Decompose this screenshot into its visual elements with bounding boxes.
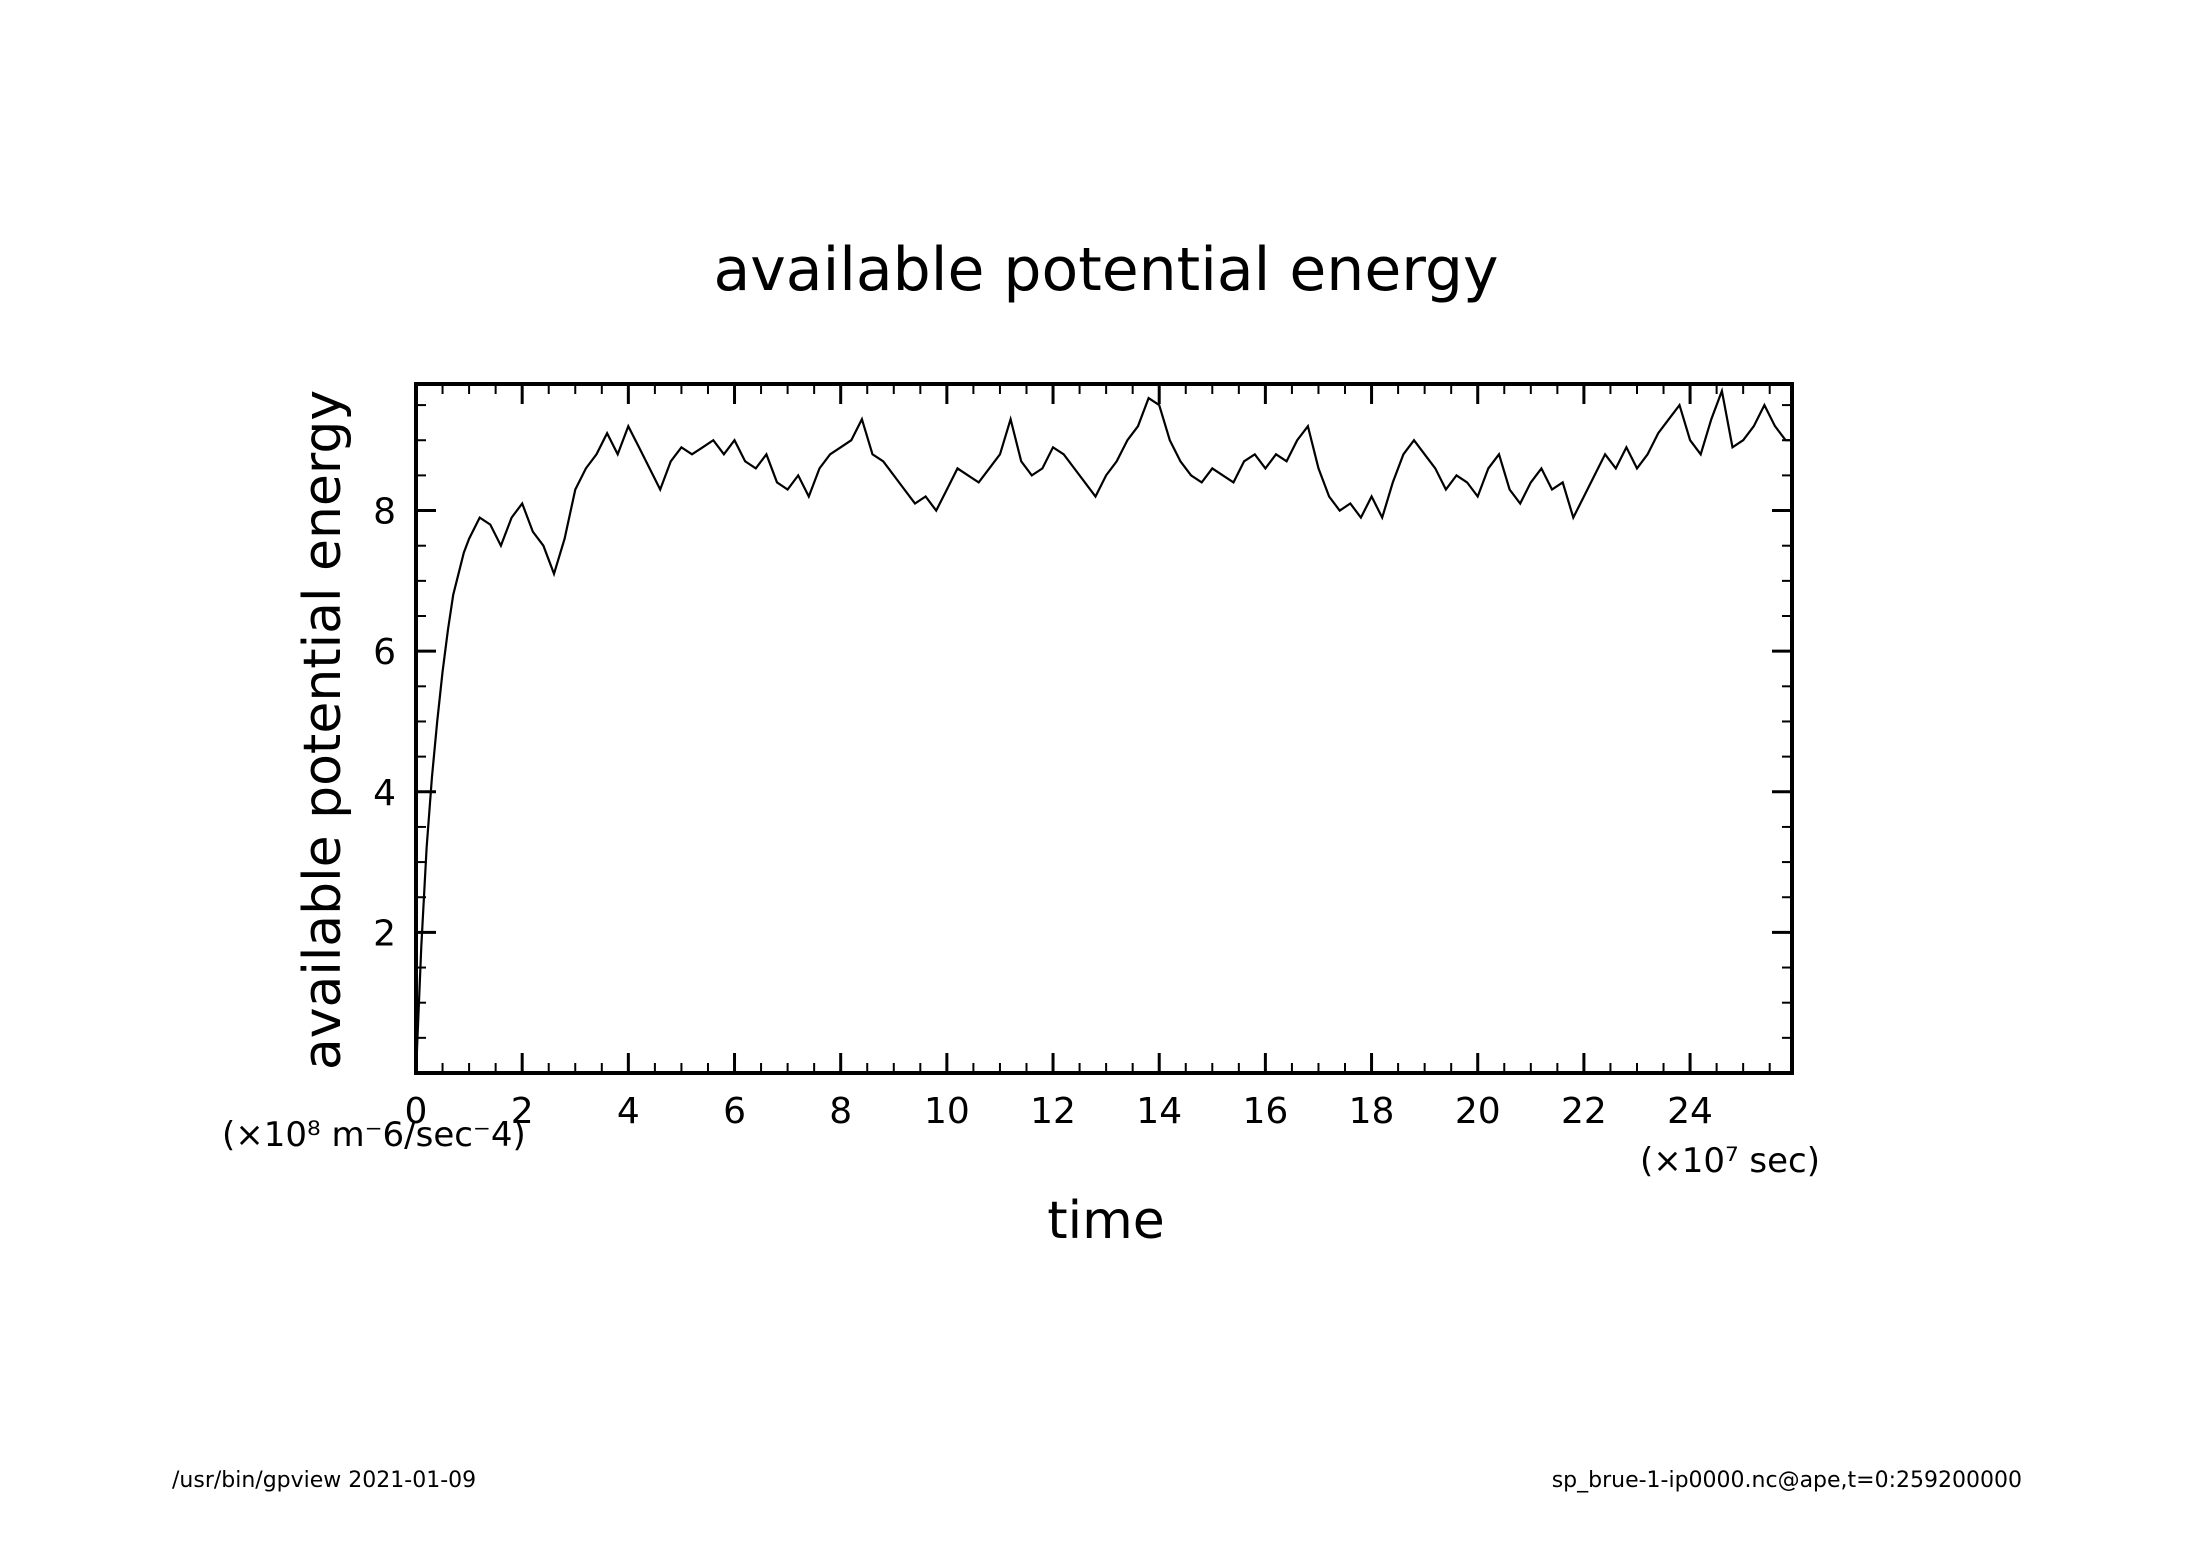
x-tick-label: 10 bbox=[924, 1091, 970, 1132]
x-tick-label: 20 bbox=[1455, 1091, 1501, 1132]
x-tick-label: 24 bbox=[1667, 1091, 1713, 1132]
ticks bbox=[414, 384, 1792, 1073]
plot-frame bbox=[414, 382, 1794, 1075]
y-tick-label: 8 bbox=[373, 492, 396, 533]
footer-left: /usr/bin/gpview 2021-01-09 bbox=[172, 1468, 476, 1493]
x-tick-label: 18 bbox=[1349, 1091, 1395, 1132]
x-unit-label: (×10⁷ sec) bbox=[1640, 1141, 1820, 1181]
y-unit-label: (×10⁸ m⁻6/sec⁻4) bbox=[222, 1115, 526, 1155]
y-tick-label: 4 bbox=[373, 773, 396, 814]
x-tick-label: 14 bbox=[1136, 1091, 1182, 1132]
y-tick-label: 6 bbox=[373, 632, 396, 673]
x-tick-label: 16 bbox=[1242, 1091, 1288, 1132]
x-tick-label: 12 bbox=[1030, 1091, 1076, 1132]
x-tick-label: 8 bbox=[829, 1091, 852, 1132]
y-axis-label: available potential energy bbox=[293, 390, 353, 1070]
x-tick-label: 22 bbox=[1561, 1091, 1607, 1132]
x-tick-label: 0 bbox=[405, 1091, 428, 1132]
chart-title: available potential energy bbox=[714, 235, 1499, 305]
x-tick-label: 4 bbox=[617, 1091, 640, 1132]
y-tick-label: 2 bbox=[373, 913, 396, 954]
series-line bbox=[414, 386, 1792, 1074]
x-tick-label: 6 bbox=[723, 1091, 746, 1132]
x-axis-label: time bbox=[1047, 1191, 1164, 1251]
x-tick-label: 2 bbox=[511, 1091, 534, 1132]
footer-right: sp_brue-1-ip0000.nc@ape,t=0:259200000 bbox=[1552, 1468, 2022, 1493]
